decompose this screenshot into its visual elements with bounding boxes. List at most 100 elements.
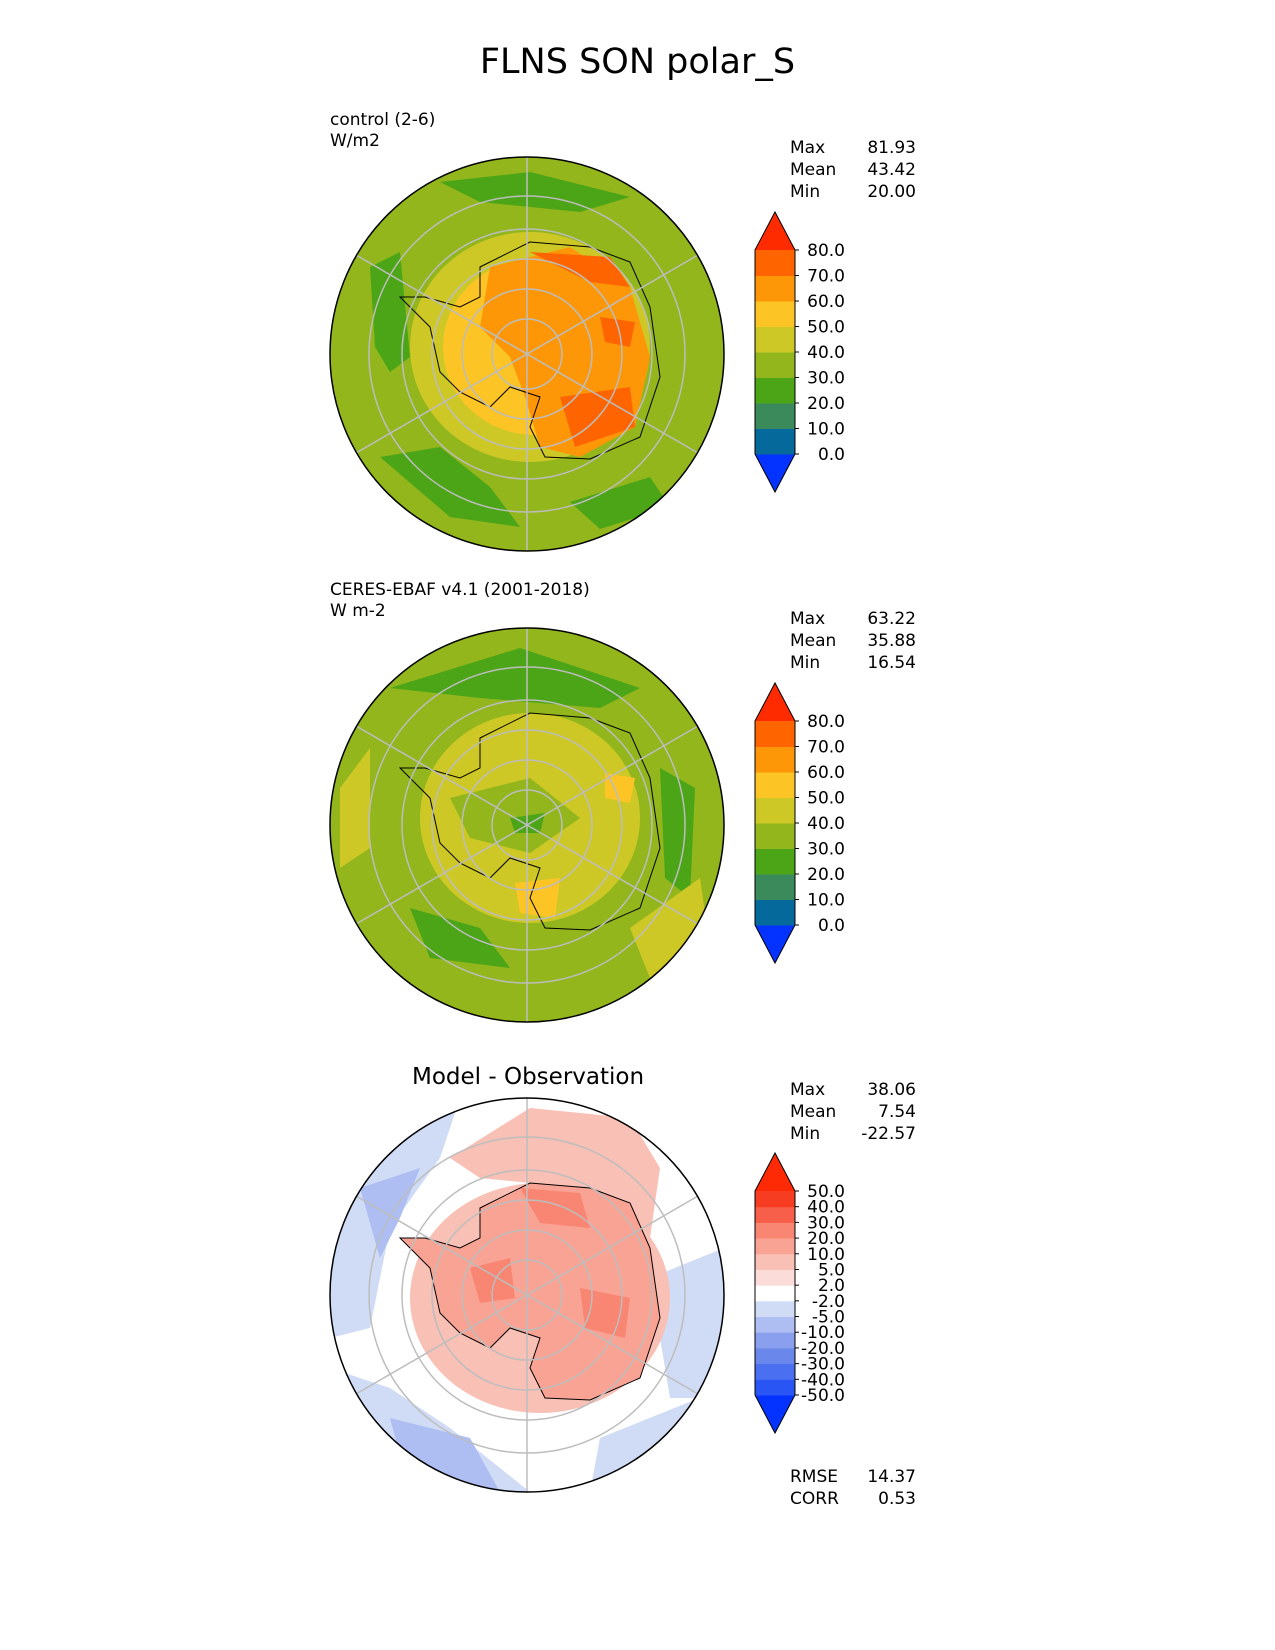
panel1-high-patch-1 — [530, 252, 630, 287]
panel3-colorbar-top-cap — [755, 1153, 795, 1191]
panel1-colorbar-segment — [755, 301, 795, 327]
panel1-units: W/m2 — [330, 131, 380, 151]
panel3-colorbar-tick-label: 5.0 — [818, 1260, 845, 1280]
panel2-green-band-east — [660, 768, 695, 898]
panel2-colorbar-tick-label: 40.0 — [807, 814, 845, 834]
panel3-map-border — [329, 1097, 725, 1493]
panel2-polar-map — [329, 627, 725, 1023]
panel3-red-antarctica — [400, 1183, 660, 1400]
panel3-coastline — [398, 1182, 661, 1401]
panel3-colorbar-tick-label: -5.0 — [812, 1308, 845, 1328]
panel3-polar-map — [329, 1097, 725, 1493]
panel3-mean-row: Mean 7.54 — [790, 1102, 916, 1122]
panel2-colorbar-tick-label: 60.0 — [807, 763, 845, 783]
panel3-graticule — [355, 1098, 699, 1492]
panel3-colorbar-tick-label: 2.0 — [818, 1276, 845, 1296]
panel1-colorbar-tick-label: 20.0 — [807, 394, 845, 414]
panel1-colorbar-segment — [755, 250, 795, 276]
panel1-colorbar-tick-label: 70.0 — [807, 267, 845, 287]
panel3-colorbar-segment — [755, 1347, 795, 1365]
panel3-red-patch-1 — [520, 1188, 590, 1228]
panel3-colorbar-segment — [755, 1379, 795, 1396]
panel1-colorbar-segment — [755, 275, 795, 302]
panel1-colorbar-tick-label: 50.0 — [807, 318, 845, 338]
panel3-colorbar-segment — [755, 1316, 795, 1333]
panel1-green-band-southeast — [570, 477, 670, 529]
panel2-colorbar-tick-label: 30.0 — [807, 840, 845, 860]
panel3-colorbar-segment — [755, 1206, 795, 1223]
panel3-max-row: Max 38.06 — [790, 1080, 916, 1100]
panel3-colorbar-tick-label: -20.0 — [801, 1339, 845, 1359]
panel3-colorbar-segment — [755, 1300, 795, 1318]
panel3-blue-west-dark — [360, 1168, 420, 1258]
panel2-colorbar-segment — [755, 797, 795, 824]
panel3-colorbar-tick-label: -30.0 — [801, 1355, 845, 1375]
panel3-metrics: RMSE 14.37 CORR 0.53 — [790, 1466, 916, 1510]
panel1-colorbar-tick-label: 30.0 — [807, 369, 845, 389]
panel3-colorbar-segment — [755, 1269, 795, 1286]
panel2-colorbar-tick-label: 50.0 — [807, 789, 845, 809]
panel1-max-row: Max 81.93 — [790, 138, 916, 158]
panel1-colorbar-segment — [755, 326, 795, 353]
panel1-colorbar-segment — [755, 352, 795, 378]
panel2-colorbar-segment — [755, 721, 795, 747]
panel3-colorbar-tick-label: 40.0 — [807, 1198, 845, 1218]
panel2-colorbar-segment — [755, 874, 795, 900]
panel2-mean-row: Mean 35.88 — [790, 631, 916, 651]
panel2-colorbar-tick-label: 80.0 — [807, 712, 845, 732]
panel1-graticule — [355, 157, 699, 551]
panel1-colorbar-tick-label: 80.0 — [807, 241, 845, 261]
panel3-title: Model - Observation — [412, 1064, 645, 1090]
panel2-colorbar-segment — [755, 746, 795, 773]
panel1-coastline — [398, 241, 661, 460]
panel1-map-border — [329, 156, 725, 552]
panel1-colorbar-segment — [755, 377, 795, 404]
panel2-coastline — [398, 712, 661, 931]
panel3-colorbar-segment — [755, 1191, 795, 1208]
panel1-case-name: control (2-6) — [330, 110, 436, 130]
panel2-colorbar-tick-label: 10.0 — [807, 891, 845, 911]
panel3-colorbar-segment — [755, 1285, 795, 1302]
panel2-amber-patch-1 — [605, 773, 635, 803]
panel2-colorbar-bottom-cap — [755, 925, 795, 963]
panel2-max-row: Max 63.22 — [790, 609, 916, 629]
panel2-units: W m-2 — [330, 601, 386, 621]
panel3-colorbar-bottom-cap — [755, 1395, 795, 1433]
panel1-green-band-west — [370, 252, 410, 372]
panel2-colorbar-tick-label: 70.0 — [807, 738, 845, 758]
panel3-stats: Max 38.06 Mean 7.54 Min -22.57 — [790, 1079, 916, 1145]
panel1-colorbar-tick-label: 10.0 — [807, 420, 845, 440]
panel2-colorbar-tick-label: 20.0 — [807, 865, 845, 885]
panel3-colorbar-tick-label: -2.0 — [812, 1292, 845, 1312]
panel3-colorbar-tick-label: -40.0 — [801, 1370, 845, 1390]
panel3-colorbar: -50.0-40.0-30.0-20.0-10.0-5.0-2.02.05.01… — [754, 1151, 845, 1435]
panel3-colorbar-tick-label: 10.0 — [807, 1245, 845, 1265]
panel1-colorbar-segment — [755, 428, 795, 455]
panel2-colorbar-segment — [755, 772, 795, 798]
panel2-label: CERES-EBAF v4.1 (2001-2018) W m-2 — [330, 580, 590, 622]
panel3-colorbar-segment — [755, 1253, 795, 1270]
panel2-colorbar-segment — [755, 848, 795, 875]
panel1-colorbar-tick-label: 60.0 — [807, 292, 845, 312]
panel3-rmse-row: RMSE 14.37 — [790, 1467, 916, 1487]
panel2-stats: Max 63.22 Mean 35.88 Min 16.54 — [790, 608, 916, 674]
panel3-colorbar-segment — [755, 1238, 795, 1255]
panel3-colorbar-tick-label: 20.0 — [807, 1229, 845, 1249]
panel2-yellow-west — [340, 748, 370, 868]
panel2-min-row: Min 16.54 — [790, 653, 916, 673]
panel3-colorbar-tick-label: 30.0 — [807, 1213, 845, 1233]
panel1-stats: Max 81.93 Mean 43.42 Min 20.00 — [790, 137, 916, 203]
panel1-colorbar-top-cap — [755, 212, 795, 250]
panel1-high-patch-3 — [600, 317, 635, 347]
panel2-case-name: CERES-EBAF v4.1 (2001-2018) — [330, 580, 590, 600]
panel3-colorbar-tick-label: -50.0 — [801, 1386, 845, 1406]
panel1-colorbar-tick-label: 0.0 — [818, 445, 845, 465]
panel1-label: control (2-6) W/m2 — [330, 110, 435, 152]
panel3-colorbar-tick-label: 50.0 — [807, 1182, 845, 1202]
panel1-green-band-north — [440, 172, 630, 212]
panel1-polar-map — [329, 156, 725, 552]
panel3-colorbar-segment — [755, 1363, 795, 1380]
panel3-colorbar-segment — [755, 1332, 795, 1349]
panel3-min-row: Min -22.57 — [790, 1124, 916, 1144]
panel3-colorbar-segment — [755, 1222, 795, 1239]
